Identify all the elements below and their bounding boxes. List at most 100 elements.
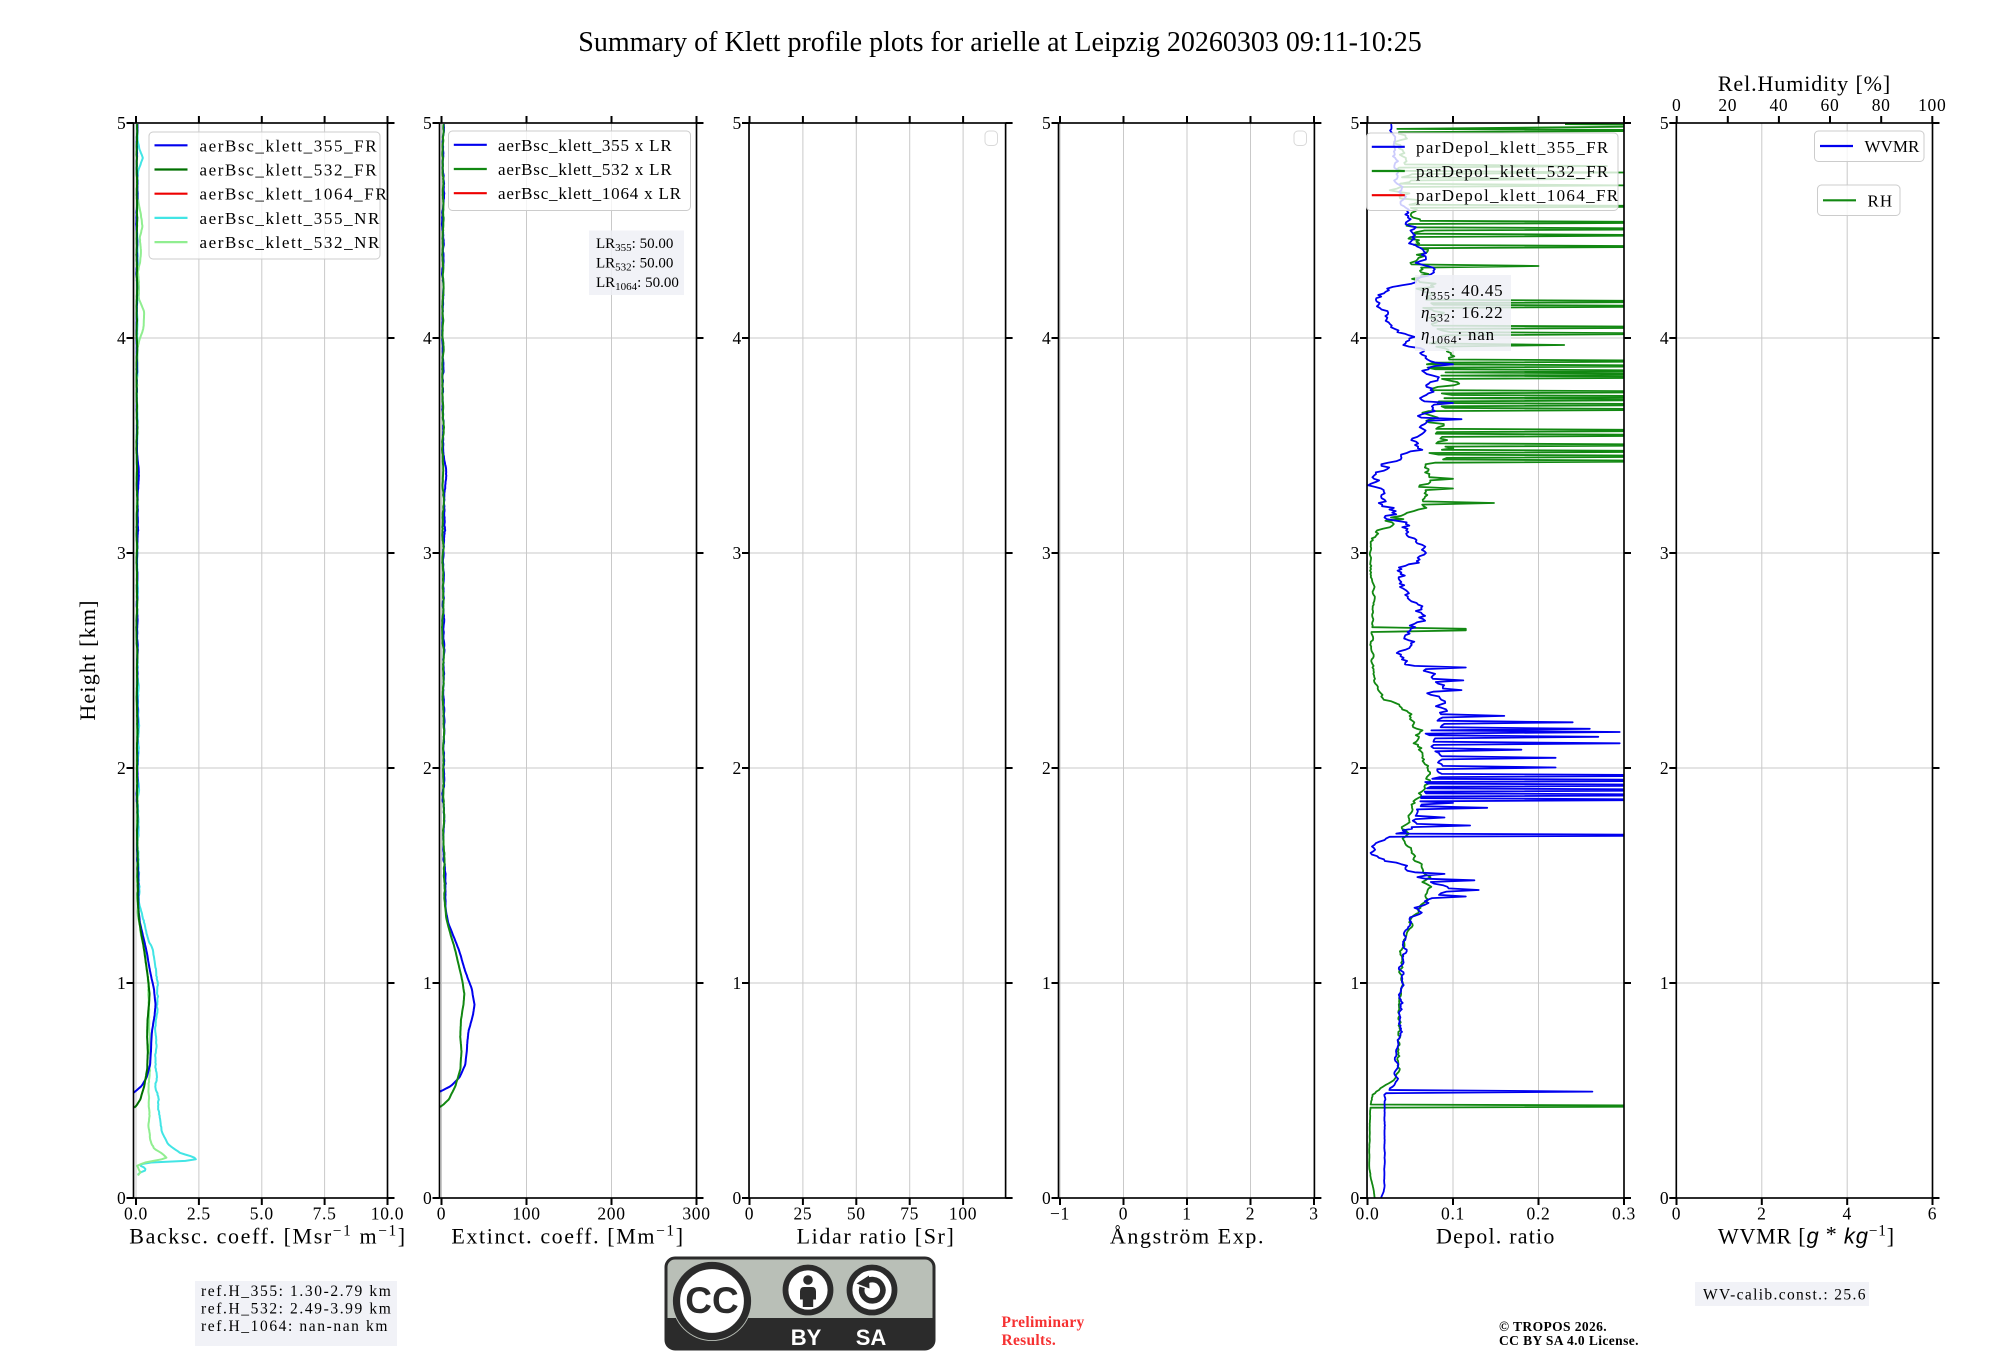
svg-text:LR532: 50.00: LR532: 50.00 xyxy=(596,256,673,274)
svg-text:10.0: 10.0 xyxy=(371,1204,404,1224)
svg-text:2: 2 xyxy=(423,758,432,778)
svg-text:1: 1 xyxy=(1660,973,1669,993)
svg-text:0.0: 0.0 xyxy=(1356,1204,1380,1224)
svg-text:4: 4 xyxy=(117,328,126,348)
svg-text:75: 75 xyxy=(900,1204,919,1224)
svg-text:0: 0 xyxy=(1042,1188,1051,1208)
svg-text:5: 5 xyxy=(1660,113,1669,133)
svg-text:0: 0 xyxy=(1672,1204,1681,1224)
svg-text:100: 100 xyxy=(949,1204,977,1224)
svg-text:5: 5 xyxy=(423,113,432,133)
svg-text:parDepol_klett_355_FR: parDepol_klett_355_FR xyxy=(1416,138,1610,157)
svg-text:aerBsc_klett_355_NR: aerBsc_klett_355_NR xyxy=(200,209,381,228)
svg-text:0.1: 0.1 xyxy=(1441,1204,1465,1224)
svg-text:4: 4 xyxy=(1042,328,1051,348)
svg-text:3: 3 xyxy=(1351,543,1360,563)
svg-text:0: 0 xyxy=(437,1204,446,1224)
svg-text:LR1064: 50.00: LR1064: 50.00 xyxy=(596,275,679,293)
svg-text:0: 0 xyxy=(423,1188,432,1208)
svg-text:aerBsc_klett_355_FR: aerBsc_klett_355_FR xyxy=(200,136,379,155)
svg-text:2: 2 xyxy=(1351,758,1360,778)
svg-text:100: 100 xyxy=(512,1204,540,1224)
svg-text:25: 25 xyxy=(793,1204,812,1224)
svg-text:aerBsc_klett_1064_FR: aerBsc_klett_1064_FR xyxy=(200,185,389,204)
svg-text:Height [km]: Height [km] xyxy=(75,599,100,720)
svg-text:2: 2 xyxy=(117,758,126,778)
svg-text:2: 2 xyxy=(733,758,742,778)
svg-text:0.2: 0.2 xyxy=(1527,1204,1551,1224)
svg-text:6: 6 xyxy=(1928,1204,1937,1224)
svg-text:Results.: Results. xyxy=(1002,1332,1057,1349)
svg-text:0: 0 xyxy=(1119,1204,1128,1224)
svg-text:WVMR [g * kg−1]: WVMR [g * kg−1] xyxy=(1718,1222,1895,1249)
svg-text:aerBsc_klett_532 x LR: aerBsc_klett_532 x LR xyxy=(498,160,673,179)
svg-text:4: 4 xyxy=(733,328,742,348)
svg-text:LR355: 50.00: LR355: 50.00 xyxy=(596,236,673,254)
svg-text:20: 20 xyxy=(1718,95,1737,115)
svg-text:4: 4 xyxy=(1842,1204,1851,1224)
svg-text:2: 2 xyxy=(1246,1204,1255,1224)
svg-text:2.5: 2.5 xyxy=(187,1204,211,1224)
svg-text:aerBsc_klett_355 x LR: aerBsc_klett_355 x LR xyxy=(498,136,673,155)
svg-text:η532: 16.22: η532: 16.22 xyxy=(1421,303,1503,325)
svg-text:300: 300 xyxy=(682,1204,710,1224)
svg-text:200: 200 xyxy=(597,1204,625,1224)
svg-text:Ångström Exp.: Ångström Exp. xyxy=(1110,1224,1265,1249)
svg-text:ref.H_355: 1.30-2.79 km: ref.H_355: 1.30-2.79 km xyxy=(201,1283,392,1300)
svg-text:80: 80 xyxy=(1872,95,1891,115)
svg-text:100: 100 xyxy=(1918,95,1946,115)
svg-text:40: 40 xyxy=(1769,95,1788,115)
svg-text:ref.H_532: 2.49-3.99 km: ref.H_532: 2.49-3.99 km xyxy=(201,1301,392,1318)
svg-text:0.3: 0.3 xyxy=(1612,1204,1636,1224)
svg-text:3: 3 xyxy=(1309,1204,1318,1224)
svg-text:Lidar ratio [Sr]: Lidar ratio [Sr] xyxy=(797,1224,956,1249)
svg-text:ref.H_1064: nan-nan km: ref.H_1064: nan-nan km xyxy=(201,1318,389,1335)
svg-text:1: 1 xyxy=(1042,973,1051,993)
svg-text:1: 1 xyxy=(423,973,432,993)
svg-text:3: 3 xyxy=(1042,543,1051,563)
svg-text:3: 3 xyxy=(117,543,126,563)
svg-text:2: 2 xyxy=(1757,1204,1766,1224)
svg-text:5: 5 xyxy=(1351,113,1360,133)
svg-text:Preliminary: Preliminary xyxy=(1002,1314,1085,1331)
svg-text:5: 5 xyxy=(1042,113,1051,133)
svg-text:aerBsc_klett_1064 x LR: aerBsc_klett_1064 x LR xyxy=(498,184,682,203)
svg-text:© TROPOS 2026.: © TROPOS 2026. xyxy=(1499,1319,1607,1334)
svg-text:aerBsc_klett_532_FR: aerBsc_klett_532_FR xyxy=(200,161,379,180)
svg-text:Rel.Humidity [%]: Rel.Humidity [%] xyxy=(1718,71,1891,96)
svg-text:2: 2 xyxy=(1660,758,1669,778)
svg-text:parDepol_klett_1064_FR: parDepol_klett_1064_FR xyxy=(1416,186,1619,205)
svg-text:0: 0 xyxy=(733,1188,742,1208)
svg-text:7.5: 7.5 xyxy=(313,1204,337,1224)
svg-text:η1064: nan: η1064: nan xyxy=(1421,325,1495,347)
svg-text:BY: BY xyxy=(791,1325,822,1350)
svg-text:50: 50 xyxy=(847,1204,866,1224)
svg-text:0: 0 xyxy=(1351,1188,1360,1208)
svg-text:parDepol_klett_532_FR: parDepol_klett_532_FR xyxy=(1416,162,1610,181)
svg-text:0: 0 xyxy=(1672,95,1681,115)
svg-text:2: 2 xyxy=(1042,758,1051,778)
svg-text:0: 0 xyxy=(745,1204,754,1224)
svg-text:5.0: 5.0 xyxy=(250,1204,274,1224)
svg-text:1: 1 xyxy=(1182,1204,1191,1224)
svg-text:5: 5 xyxy=(117,113,126,133)
svg-text:0: 0 xyxy=(117,1188,126,1208)
svg-text:4: 4 xyxy=(423,328,432,348)
svg-text:0: 0 xyxy=(1660,1188,1669,1208)
svg-text:4: 4 xyxy=(1351,328,1360,348)
svg-text:1: 1 xyxy=(733,973,742,993)
svg-text:3: 3 xyxy=(1660,543,1669,563)
svg-text:SA: SA xyxy=(856,1325,887,1350)
svg-text:−1: −1 xyxy=(1050,1204,1070,1224)
svg-text:60: 60 xyxy=(1821,95,1840,115)
svg-text:Backsc. coeff. [Msr−1 m−1]: Backsc. coeff. [Msr−1 m−1] xyxy=(129,1223,406,1249)
svg-text:Depol. ratio: Depol. ratio xyxy=(1436,1224,1555,1249)
svg-text:0.0: 0.0 xyxy=(124,1204,148,1224)
svg-text:Summary of Klett profile plots: Summary of Klett profile plots for ariel… xyxy=(578,27,1421,58)
svg-text:1: 1 xyxy=(1351,973,1360,993)
svg-text:Extinct. coeff. [Mm−1]: Extinct. coeff. [Mm−1] xyxy=(451,1223,684,1249)
svg-text:3: 3 xyxy=(733,543,742,563)
svg-text:aerBsc_klett_532_NR: aerBsc_klett_532_NR xyxy=(200,233,381,252)
svg-text:1: 1 xyxy=(117,973,126,993)
svg-text:3: 3 xyxy=(423,543,432,563)
